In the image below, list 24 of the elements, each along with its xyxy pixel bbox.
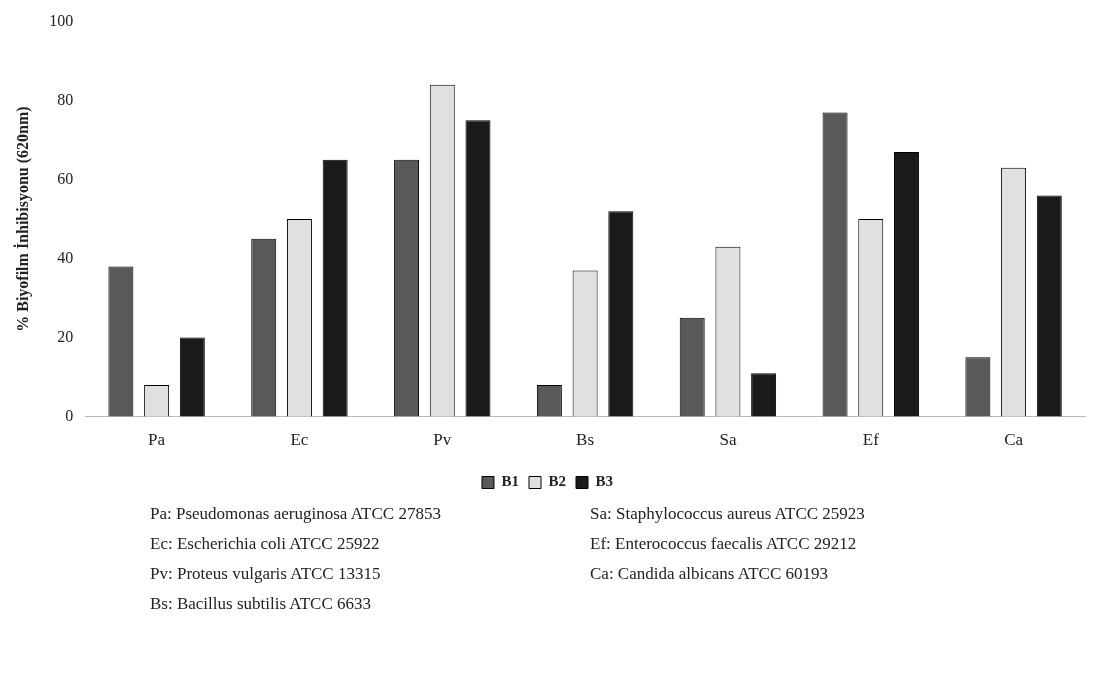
x-tick-label: Pa xyxy=(148,430,166,450)
text: Pv: Proteus vulgaris ATCC 13315 xyxy=(150,564,382,584)
y-tick-label: 40 xyxy=(57,248,74,266)
text: Ca: Candida albicans ATCC 60193 xyxy=(590,564,829,584)
x-tick-label: Pv xyxy=(433,430,452,450)
text: Sa: Staphylococcus aureus ATCC 25923 xyxy=(590,504,866,524)
legend-label: B2 xyxy=(548,473,567,490)
x-tick-label: Ef xyxy=(862,430,880,450)
legend-label: B1 xyxy=(501,473,520,490)
y-tick-label: 100 xyxy=(49,11,74,29)
y-tick-label: 80 xyxy=(57,90,74,108)
text: Bs: Bacillus subtilis ATCC 6633 xyxy=(150,594,373,614)
y-tick-label: 20 xyxy=(57,327,74,345)
text: Ef: Enterococcus faecalis ATCC 29212 xyxy=(590,534,858,554)
y-tick-label: 0 xyxy=(65,406,74,424)
x-tick-label: Ec xyxy=(290,430,309,450)
x-tick-label: Sa xyxy=(719,430,737,450)
text: Pa: Pseudomonas aeruginosa ATCC 27853 xyxy=(150,504,442,524)
x-tick-label: Ca xyxy=(1004,430,1024,450)
legend-label: B3 xyxy=(595,473,614,490)
y-tick-label: 60 xyxy=(57,169,74,187)
text: Ec: Escherichia coli ATCC 25922 xyxy=(150,534,381,554)
x-tick-label: Bs xyxy=(576,430,595,450)
y-axis-title: % Biyofilm İnhibisyonu (620nm) xyxy=(12,106,32,332)
